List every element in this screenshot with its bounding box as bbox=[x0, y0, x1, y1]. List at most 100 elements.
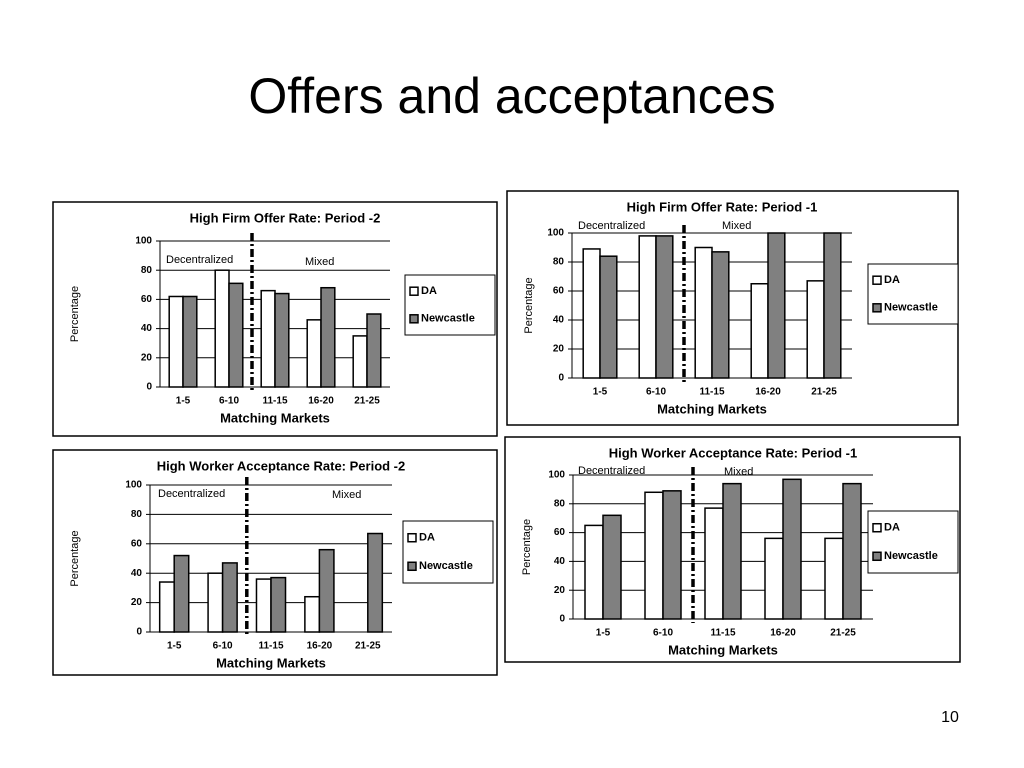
legend-swatch bbox=[872, 522, 882, 533]
x-axis-label: Matching Markets bbox=[216, 655, 326, 670]
y-tick-label: 0 bbox=[146, 382, 152, 393]
bar bbox=[320, 286, 336, 388]
bar bbox=[366, 313, 382, 388]
bar bbox=[270, 576, 287, 633]
legend-label: Newcastle bbox=[884, 550, 938, 562]
y-tick-label: 60 bbox=[131, 538, 143, 549]
legend-box bbox=[867, 263, 959, 325]
x-tick-label: 21-25 bbox=[830, 628, 856, 639]
legend-label: DA bbox=[884, 522, 900, 534]
y-tick-label: 20 bbox=[141, 352, 153, 363]
y-axis-label: Percentage bbox=[523, 277, 535, 333]
legend-swatch bbox=[409, 314, 419, 324]
bar bbox=[602, 514, 622, 620]
legend-swatch bbox=[872, 551, 882, 562]
y-tick-label: 40 bbox=[553, 315, 565, 326]
x-tick-label: 16-20 bbox=[770, 628, 796, 639]
x-tick-label: 16-20 bbox=[755, 387, 781, 398]
y-tick-label: 20 bbox=[554, 585, 566, 596]
bar bbox=[599, 255, 618, 379]
bar bbox=[158, 581, 175, 633]
bar bbox=[722, 482, 742, 620]
bar bbox=[655, 235, 674, 379]
legend-label: DA bbox=[419, 532, 435, 544]
x-tick-label: 6-10 bbox=[653, 628, 673, 639]
bar bbox=[644, 491, 664, 620]
legend-box bbox=[867, 510, 959, 574]
y-tick-label: 100 bbox=[547, 228, 564, 239]
x-tick-label: 21-25 bbox=[811, 387, 837, 398]
bar bbox=[582, 248, 601, 379]
bar bbox=[823, 232, 842, 379]
bar bbox=[260, 289, 276, 388]
bar bbox=[767, 232, 786, 379]
x-tick-label: 1-5 bbox=[176, 396, 191, 407]
y-tick-label: 60 bbox=[554, 527, 566, 538]
y-tick-label: 100 bbox=[548, 470, 565, 481]
x-axis-label: Matching Markets bbox=[668, 642, 778, 657]
y-tick-label: 80 bbox=[131, 509, 143, 520]
legend-label: Newcastle bbox=[419, 560, 473, 572]
y-tick-label: 40 bbox=[131, 568, 143, 579]
y-tick-label: 80 bbox=[141, 265, 153, 276]
annotation: Mixed bbox=[722, 220, 751, 232]
bar bbox=[782, 478, 802, 620]
bar bbox=[221, 562, 238, 633]
legend-label: Newcastle bbox=[421, 313, 475, 325]
x-tick-label: 11-15 bbox=[262, 396, 287, 407]
y-tick-label: 0 bbox=[558, 373, 564, 384]
bar bbox=[367, 532, 384, 633]
y-axis-label: Percentage bbox=[69, 286, 81, 342]
bar bbox=[806, 280, 825, 379]
bar bbox=[214, 269, 230, 388]
x-tick-label: 6-10 bbox=[646, 387, 666, 398]
x-tick-label: 21-25 bbox=[355, 641, 381, 652]
x-tick-label: 6-10 bbox=[219, 396, 239, 407]
y-axis-label: Percentage bbox=[69, 530, 81, 586]
slide-title: Offers and acceptances bbox=[248, 68, 775, 124]
legend-swatch bbox=[872, 275, 882, 285]
bar bbox=[304, 595, 321, 633]
bar bbox=[318, 548, 335, 633]
annotation: Mixed bbox=[305, 256, 334, 268]
annotation: Decentralized bbox=[578, 465, 645, 477]
y-axis-label: Percentage bbox=[521, 519, 533, 575]
x-tick-label: 11-15 bbox=[258, 641, 283, 652]
bar bbox=[711, 251, 730, 379]
legend-swatch bbox=[409, 286, 419, 296]
legend-box bbox=[402, 520, 494, 584]
bar bbox=[842, 482, 862, 620]
x-axis-label: Matching Markets bbox=[657, 401, 767, 416]
bar bbox=[704, 507, 724, 620]
annotation: Decentralized bbox=[166, 254, 233, 266]
legend-swatch bbox=[407, 561, 417, 572]
bar bbox=[584, 524, 604, 620]
y-tick-label: 40 bbox=[554, 556, 566, 567]
bar bbox=[662, 490, 682, 620]
y-tick-label: 0 bbox=[136, 627, 142, 638]
x-tick-label: 16-20 bbox=[307, 641, 333, 652]
bar bbox=[306, 319, 322, 388]
x-tick-label: 21-25 bbox=[354, 396, 380, 407]
bar bbox=[168, 295, 184, 388]
legend-label: DA bbox=[421, 285, 437, 297]
y-tick-label: 100 bbox=[125, 480, 142, 491]
bar bbox=[824, 537, 844, 620]
bar bbox=[750, 283, 769, 379]
chart-title: High Firm Offer Rate: Period -1 bbox=[627, 199, 818, 214]
y-tick-label: 20 bbox=[131, 597, 143, 608]
legend-label: DA bbox=[884, 274, 900, 286]
x-tick-label: 11-15 bbox=[699, 387, 724, 398]
y-tick-label: 80 bbox=[554, 498, 566, 509]
bar bbox=[182, 295, 198, 388]
chart-title: High Worker Acceptance Rate: Period -2 bbox=[157, 458, 406, 473]
page-number: 10 bbox=[941, 709, 959, 726]
y-tick-label: 40 bbox=[141, 323, 153, 334]
y-tick-label: 100 bbox=[135, 236, 152, 247]
y-tick-label: 60 bbox=[553, 286, 565, 297]
y-tick-label: 60 bbox=[141, 294, 153, 305]
annotation: Decentralized bbox=[158, 488, 225, 500]
bar bbox=[207, 572, 224, 633]
